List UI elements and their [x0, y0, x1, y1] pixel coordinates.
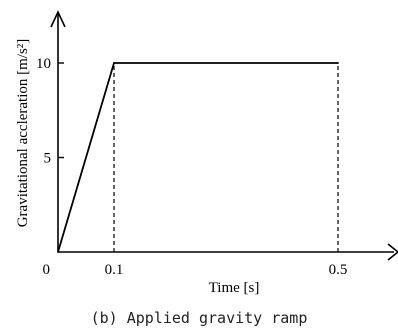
x-axis-arrowhead	[387, 243, 398, 261]
x-tick-label-2: 0.5	[329, 262, 348, 278]
labels: Time [s] Gravitational accleration [m/s²…	[15, 39, 307, 327]
y-tick-label-1: 10	[36, 56, 51, 72]
data-point-0-0	[57, 251, 59, 253]
y-tick-label-0: 5	[44, 151, 52, 167]
x-tick-label-1: 0.1	[105, 262, 124, 278]
x-tick-label-0: 0	[43, 262, 51, 278]
series-line-0	[57, 62, 338, 253]
figure-caption: (b) Applied gravity ramp	[91, 309, 308, 327]
data-point-0-1	[113, 62, 115, 64]
y-axis-arrowhead	[50, 10, 66, 28]
ticks: 5 10 0 0.1 0.5	[36, 56, 347, 278]
y-axis-label: Gravitational accleration [m/s²]	[15, 39, 31, 228]
axes	[50, 10, 398, 261]
series	[57, 62, 339, 253]
reference-lines	[113, 63, 339, 252]
data-point-0-2	[337, 62, 339, 64]
x-axis-label: Time [s]	[209, 280, 260, 296]
